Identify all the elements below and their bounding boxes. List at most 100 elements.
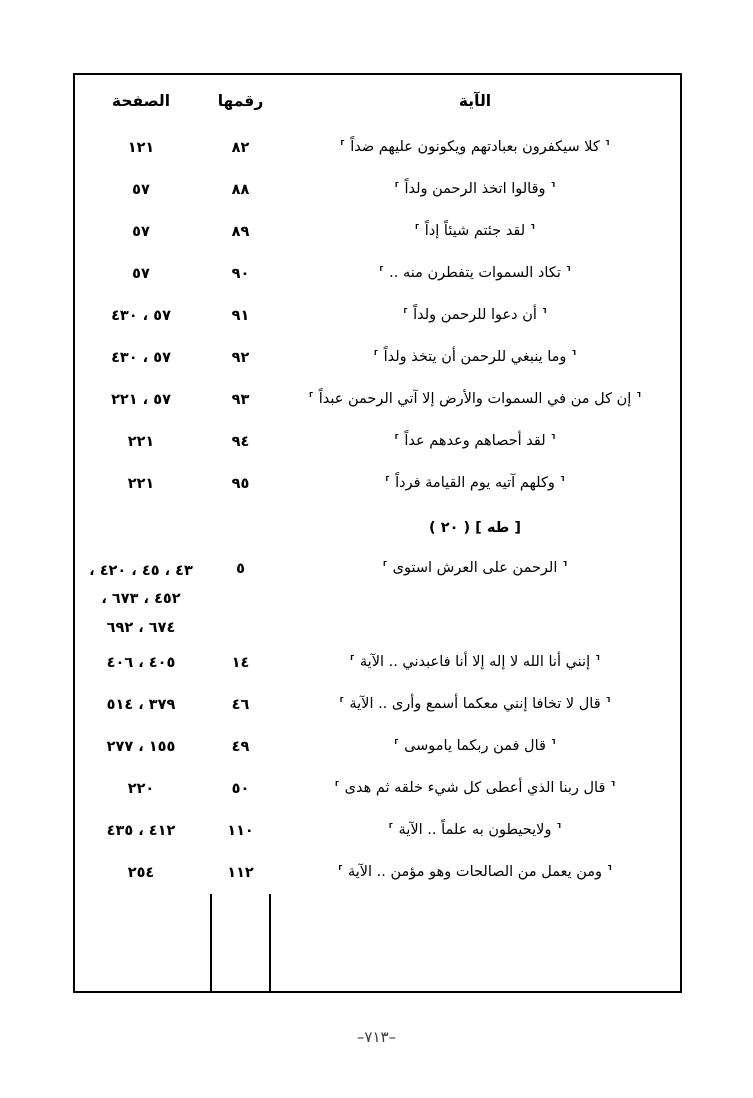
ayah-text-cell: ⸢ إنني أنا الله لا إله إلا أنا فاعبدني .… bbox=[349, 654, 601, 671]
page-number-cell: ٢٢١ bbox=[71, 463, 211, 505]
ayah-number-cell: ٩٣ bbox=[231, 392, 250, 408]
table-row[interactable]: ⸢ قال فمن ربكما ياموسى ⸣ ٤٩ ١٥٥ ، ٢٧٧ bbox=[71, 726, 680, 768]
ayah-text-cell: ⸢ الرحمن على العرش استوى ⸣ bbox=[382, 560, 568, 576]
table-row[interactable]: ‫⸢ كلا سيكفرون بعبادتهم ويكونون عليهم ضد… bbox=[71, 127, 680, 169]
page-ref-line: ٥٧ bbox=[132, 181, 150, 198]
table-row[interactable]: ⸢ إنني أنا الله لا إله إلا أنا فاعبدني .… bbox=[71, 642, 680, 684]
page-ref-line: ٤١٢ ، ٤٣٥ bbox=[106, 822, 176, 839]
surah-heading-number-cell bbox=[211, 505, 270, 553]
table-row[interactable]: ⸢ ومن يعمل من الصالحات وهو مؤمن .. الآية… bbox=[71, 852, 680, 894]
table-row[interactable]: ⸢ إن كل من في السموات والأرض إلا آتي الر… bbox=[71, 379, 680, 421]
ayah-text-cell: ⸢ وما ينبغي للرحمن أن يتخذ ولداً ⸣ bbox=[373, 349, 577, 366]
table-row[interactable]: ⸢ أن دعوا للرحمن ولداً ⸣ ٩١ ٥٧ ، ٤٣٠ bbox=[71, 295, 680, 337]
ayah-text-cell: ⸢ إن كل من في السموات والأرض إلا آتي الر… bbox=[308, 391, 642, 408]
ayah-number-cell: ٤٦ bbox=[231, 696, 250, 713]
ayah-text-cell: ⸢ وقالوا اتخذ الرحمن ولداً ⸣ bbox=[394, 181, 556, 198]
surah-heading-row: [ طه ] ( ٢٠ ) bbox=[71, 505, 680, 553]
table-row[interactable]: ⸢ لقد أحصاهم وعدهم عداً ⸣ ٩٤ ٢٢١ bbox=[71, 421, 680, 463]
page-ref-line: ٢٢٠ bbox=[127, 780, 155, 797]
surah-heading-page-cell bbox=[71, 505, 211, 553]
page-ref-line: ٢٢١ bbox=[127, 475, 155, 492]
ayah-text-cell: ⸢ وكلهم آتيه يوم القيامة فرداً ⸣ bbox=[384, 475, 566, 492]
page-ref-line: ٦٧٤ ، ٦٩٢ bbox=[106, 619, 176, 636]
ayah-number-cell: ٨٨ bbox=[231, 182, 250, 198]
page-ref-line: ٣٧٩ ، ٥١٤ bbox=[106, 696, 176, 713]
column-header-number: رقمها bbox=[217, 92, 264, 110]
ayah-number-cell: ١١٢ bbox=[227, 864, 254, 881]
page-number-cell: ٥٧ ، ٤٣٠ bbox=[71, 337, 211, 379]
ayah-text-cell: ⸢ لقد جئتم شيئاً إداً ⸣ bbox=[414, 223, 536, 240]
ayah-number-cell: ٥٠ bbox=[231, 780, 250, 797]
ayah-number-cell: ١١٠ bbox=[227, 822, 254, 839]
table-row[interactable]: ⸢ لقد جئتم شيئاً إداً ⸣ ٨٩ ٥٧ bbox=[71, 211, 680, 253]
page-ref-line: ٢٢١ bbox=[127, 433, 155, 450]
ayah-text-cell: ⸢ قال فمن ربكما ياموسى ⸣ bbox=[393, 738, 557, 755]
column-header-ayah: الآية bbox=[458, 92, 492, 110]
page-number-cell: ٥٧ bbox=[71, 169, 211, 211]
page-number-cell: ٢٢١ bbox=[71, 421, 211, 463]
table-row[interactable]: ⸢ وكلهم آتيه يوم القيامة فرداً ⸣ ٩٥ ٢٢١ bbox=[71, 463, 680, 505]
page-ref-line: ٥٧ bbox=[132, 223, 150, 240]
ayah-number-cell: ٨٢ bbox=[231, 140, 250, 156]
ayah-text-cell: ⸢ أن دعوا للرحمن ولداً ⸣ bbox=[402, 307, 548, 324]
page-ref-line: ٤٠٥ ، ٤٠٦ bbox=[106, 654, 176, 671]
ayah-text-cell: ‫⸢ كلا سيكفرون بعبادتهم ويكونون عليهم ضد… bbox=[339, 139, 611, 156]
page-ref-line: ٤٣ ، ٤٥ ، ٤٢٠ ، bbox=[89, 563, 193, 579]
ayah-number-cell: ٩٥ bbox=[231, 476, 250, 492]
ayah-number-cell: ٩٠ bbox=[231, 266, 250, 282]
page-number-cell: ٤٣ ، ٤٥ ، ٤٢٠ ، ٤٥٢ ، ٦٧٣ ، ٦٧٤ ، ٦٩٢ bbox=[71, 553, 211, 642]
page-number-footer: –٧١٣– bbox=[356, 1028, 397, 1046]
ayah-text-cell: ⸢ ولايحيطون به علماً .. الآية ⸣ bbox=[388, 822, 562, 839]
page-number-cell: ٥٧ bbox=[71, 253, 211, 295]
page-number-cell: ٥٧ bbox=[71, 211, 211, 253]
ayah-number-cell: ٨٩ bbox=[231, 224, 250, 240]
page-ref-line: ٥٧ ، ٤٣٠ bbox=[111, 349, 171, 366]
table-row[interactable]: ⸢ قال ربنا الذي أعطى كل شيء خلقه ثم هدى … bbox=[71, 768, 680, 810]
table-filler-row bbox=[71, 893, 680, 991]
ayah-number-cell: ٩١ bbox=[231, 308, 250, 324]
ayah-number-cell: ٥ bbox=[236, 561, 245, 577]
ayah-index-table: الآية رقمها الصفحة ‫⸢ كلا سيكفرون بعبادت… bbox=[73, 73, 682, 993]
page-number-cell: ٢٥٤ bbox=[71, 852, 211, 894]
page-ref-line: ١٥٥ ، ٢٧٧ bbox=[106, 738, 176, 755]
page-ref-line: ٤٥٢ ، ٦٧٣ ، bbox=[101, 591, 181, 608]
column-header-page: الصفحة bbox=[111, 92, 171, 110]
filler-ayah-cell bbox=[270, 894, 680, 991]
index-table-grid: الآية رقمها الصفحة ‫⸢ كلا سيكفرون بعبادت… bbox=[71, 75, 680, 991]
page-ref-line: ٥٧ bbox=[132, 265, 150, 282]
table-body: ‫⸢ كلا سيكفرون بعبادتهم ويكونون عليهم ضد… bbox=[71, 127, 680, 991]
page-number-cell: ١٢١ bbox=[71, 127, 211, 169]
table-header: الآية رقمها الصفحة bbox=[71, 75, 680, 127]
table-row[interactable]: ⸢ تكاد السموات يتفطرن منه .. ⸣ ٩٠ ٥٧ bbox=[71, 253, 680, 295]
page-ref-line: ٥٧ ، ٤٣٠ bbox=[111, 307, 171, 324]
ayah-text-cell: ⸢ قال ربنا الذي أعطى كل شيء خلقه ثم هدى … bbox=[334, 780, 616, 797]
ayah-number-cell: ٤٩ bbox=[231, 738, 250, 755]
table-row[interactable]: ⸢ قال لا تخافا إنني معكما أسمع وأرى .. ا… bbox=[71, 684, 680, 726]
table-header-row: الآية رقمها الصفحة bbox=[71, 75, 680, 127]
table-row[interactable]: ⸢ الرحمن على العرش استوى ⸣ ٥ ٤٣ ، ٤٥ ، ٤٢٠… bbox=[71, 553, 680, 642]
table-row[interactable]: ⸢ وما ينبغي للرحمن أن يتخذ ولداً ⸣ ٩٢ ٥٧ ،… bbox=[71, 337, 680, 379]
ayah-number-cell: ١٤ bbox=[231, 654, 250, 671]
page-number-cell: ٥٧ ، ٤٣٠ bbox=[71, 295, 211, 337]
table-row[interactable]: ⸢ ولايحيطون به علماً .. الآية ⸣ ١١٠ ٤١٢ ، … bbox=[71, 810, 680, 852]
ayah-text-cell: ⸢ ومن يعمل من الصالحات وهو مؤمن .. الآية… bbox=[337, 864, 613, 881]
filler-page-cell bbox=[71, 894, 211, 991]
ayah-text-cell: ⸢ لقد أحصاهم وعدهم عداً ⸣ bbox=[394, 433, 556, 450]
ayah-text-cell: ⸢ تكاد السموات يتفطرن منه .. ⸣ bbox=[378, 265, 572, 282]
ayah-text-cell: ⸢ قال لا تخافا إنني معكما أسمع وأرى .. ا… bbox=[339, 696, 611, 713]
page-number-cell: ٣٧٩ ، ٥١٤ bbox=[71, 684, 211, 726]
page-number-cell: ٢٢٠ bbox=[71, 768, 211, 810]
page-ref-line: ٢٥٤ bbox=[127, 864, 155, 881]
filler-number-cell bbox=[210, 893, 271, 991]
page-number-cell: ٤١٢ ، ٤٣٥ bbox=[71, 810, 211, 852]
table-row[interactable]: ⸢ وقالوا اتخذ الرحمن ولداً ⸣ ٨٨ ٥٧ bbox=[71, 169, 680, 211]
ayah-number-cell: ٩٢ bbox=[231, 350, 250, 366]
page-number-cell: ٥٧ ، ٢٢١ bbox=[71, 379, 211, 421]
surah-heading-label: [ طه ] ( ٢٠ ) bbox=[429, 520, 521, 537]
page-number-cell: ١٥٥ ، ٢٧٧ bbox=[71, 726, 211, 768]
page-number-cell: ٤٠٥ ، ٤٠٦ bbox=[71, 642, 211, 684]
page-ref-line: ١٢١ bbox=[127, 139, 155, 156]
page-ref-line: ٥٧ ، ٢٢١ bbox=[111, 391, 171, 408]
ayah-number-cell: ٩٤ bbox=[231, 434, 250, 450]
